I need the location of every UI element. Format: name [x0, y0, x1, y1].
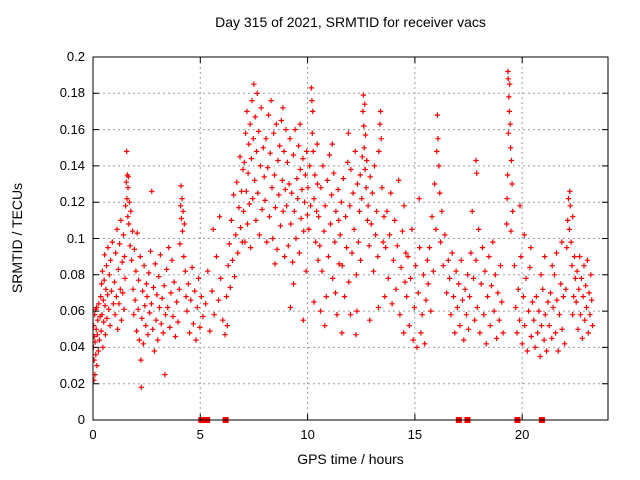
chart-title: Day 315 of 2021, SRMTID for receiver vac…: [215, 14, 486, 30]
y-tick-label: 0.16: [59, 121, 85, 137]
x-tick-label: 0: [89, 427, 97, 442]
y-tick-label: 0.02: [59, 375, 85, 391]
x-tick-label: 10: [300, 427, 315, 442]
y-tick-label: 0.08: [59, 266, 85, 282]
y-tick-label: 0.04: [59, 339, 85, 355]
x-tick-label: 5: [196, 427, 204, 442]
y-tick-label: 0.12: [59, 194, 85, 210]
y-tick-label: 0.14: [59, 157, 85, 173]
y-tick-label: 0.1: [66, 230, 85, 246]
axis-ticks: [92, 56, 608, 421]
y-tick-label: 0.06: [59, 303, 85, 319]
y-tick-label: 0.2: [66, 49, 85, 64]
scatter-points: [93, 68, 596, 390]
x-tick-label: 15: [407, 427, 423, 442]
y-tick-label: 0.18: [59, 85, 85, 101]
plot-border: [92, 56, 609, 421]
y-tick-label: 0: [77, 412, 85, 427]
x-tick-label: 20: [514, 427, 530, 442]
x-axis-label: GPS time / hours: [297, 451, 404, 467]
grid-lines: [93, 57, 608, 420]
